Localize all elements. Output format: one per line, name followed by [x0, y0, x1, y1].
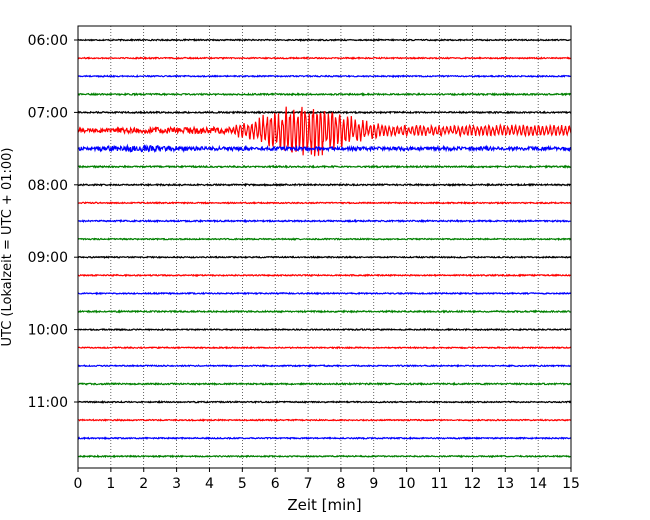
trace-line: [77, 218, 572, 224]
y-axis-title: UTC (Lokalzeit = UTC + 01:00): [0, 148, 15, 347]
y-tick-label: 10:00: [28, 323, 68, 339]
x-tick-label: 11: [431, 476, 449, 492]
trace-group: [77, 38, 572, 459]
trace-line: [77, 56, 572, 61]
trace-line: [77, 273, 572, 278]
x-axis-title: Zeit [min]: [287, 496, 361, 514]
trace-line: [78, 327, 572, 332]
x-tick-label: 13: [496, 476, 514, 492]
trace-line: [77, 91, 572, 97]
x-tick-label: 4: [205, 476, 214, 492]
trace-line: [77, 400, 572, 404]
x-tick-label: 6: [271, 476, 280, 492]
trace-line: [77, 381, 572, 387]
trace-line: [77, 436, 572, 441]
x-tick-label: 8: [336, 476, 345, 492]
x-tick-label: 0: [74, 476, 83, 492]
x-tick-label: 2: [139, 476, 148, 492]
trace-line: [78, 74, 572, 79]
trace-line: [77, 38, 572, 43]
trace-line: [77, 106, 572, 157]
trace-line: [77, 237, 572, 242]
y-tick-label: 07:00: [28, 105, 68, 121]
trace-line: [77, 309, 572, 314]
x-tick-label: 14: [529, 476, 547, 492]
x-tick-label: 1: [106, 476, 115, 492]
trace-line: [77, 200, 572, 205]
trace-line: [77, 255, 572, 259]
y-axis-ticks: 06:00 07:00 08:00 09:00 10:00 11:00: [28, 33, 78, 411]
y-tick-label: 08:00: [28, 178, 68, 194]
x-tick-label: 15: [562, 476, 580, 492]
trace-line: [77, 454, 572, 459]
plot-frame: [77, 25, 572, 469]
x-tick-label: 9: [369, 476, 378, 492]
y-tick-label: 09:00: [28, 250, 68, 266]
x-tick-label: 3: [172, 476, 181, 492]
y-tick-label: 06:00: [28, 33, 68, 49]
x-tick-label: 5: [238, 476, 247, 492]
x-tick-label: 7: [304, 476, 313, 492]
x-tick-label: 10: [398, 476, 416, 492]
trace-line: [77, 182, 572, 188]
x-tick-label: 12: [463, 476, 481, 492]
trace-line: [77, 418, 572, 423]
x-axis-ticks: 0 1 2 3 4 5 6 7 8 9 10 11 12 13 14 15: [74, 468, 580, 492]
trace-line: [77, 345, 572, 350]
trace-line: [77, 143, 572, 154]
y-tick-label: 11:00: [28, 395, 68, 411]
trace-line: [77, 291, 572, 296]
trace-line: [77, 164, 571, 170]
trace-line: [77, 363, 572, 368]
